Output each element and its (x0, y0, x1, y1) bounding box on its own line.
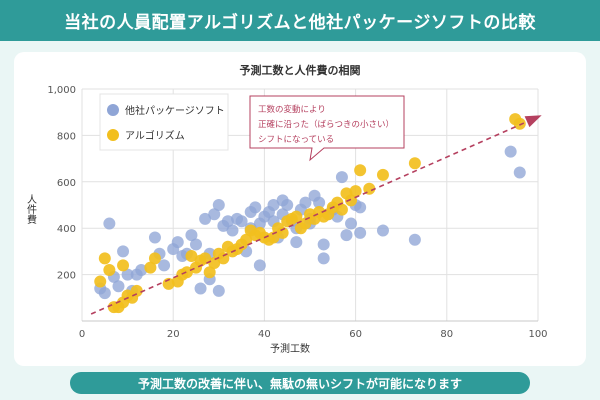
algorithm-point (345, 194, 358, 207)
competitor-point (345, 217, 358, 230)
x-tick-label: 100 (528, 329, 547, 340)
algorithm-point (335, 203, 348, 216)
competitor-point (354, 226, 367, 239)
competitor-point (313, 196, 326, 209)
competitor-point (408, 233, 421, 246)
scatter-chart: 予測工数と人件費の相関 人件費 予測工数 0 20 40 60 80 100 200 400 6… (25, 63, 548, 355)
algorithm-point (240, 233, 253, 246)
legend: 他社パッケージソフト アルゴリズム (99, 93, 229, 151)
trendline-group (90, 115, 542, 315)
legend-swatch-algorithm (107, 129, 119, 141)
algorithm-point (299, 217, 312, 230)
competitor-point (513, 166, 526, 179)
algorithm-point (203, 266, 216, 279)
legend-label-algorithm: アルゴリズム (125, 129, 185, 142)
annotation-line-1: 工数の変動により (258, 104, 326, 115)
competitor-point (194, 282, 207, 295)
competitor-point (171, 236, 184, 249)
competitor-point (317, 252, 330, 265)
algorithm-point (208, 257, 221, 269)
y-tick-label: 200 (57, 271, 76, 282)
x-tick-label: 80 (440, 329, 453, 340)
competitor-point (185, 229, 198, 242)
competitor-point (98, 287, 111, 300)
algorithm-point (349, 185, 362, 198)
algorithm-point (276, 226, 289, 239)
competitor-point (135, 263, 148, 276)
algorithm-point (513, 117, 526, 130)
competitor-point (235, 215, 248, 228)
competitor-point (290, 236, 303, 249)
y-axis-label: 人件費 (25, 194, 37, 225)
legend-label-competitor: 他社パッケージソフト (125, 104, 225, 117)
algorithm-point (144, 261, 157, 274)
competitor-point (267, 199, 280, 211)
competitor-point (335, 171, 348, 184)
x-tick-label: 40 (258, 329, 271, 340)
annotation-line-3: シフトになっている (258, 135, 334, 145)
competitor-point (212, 199, 225, 211)
algorithm-point (199, 252, 212, 265)
algorithm-point (267, 231, 280, 244)
algorithm-point (180, 266, 193, 279)
algorithm-point (290, 210, 303, 223)
y-tick-label: 600 (57, 178, 76, 189)
page-title-banner: 当社の人員配置アルゴリズムと他社パッケージソフトの比較 (0, 0, 600, 41)
competitor-point (376, 224, 389, 237)
competitor-point (117, 245, 130, 258)
footer-banner: 予測工数の改善に伴い、無駄の無いシフトが可能になります (70, 372, 530, 394)
competitor-point (317, 238, 330, 251)
competitor-point (190, 238, 202, 251)
competitor-point (112, 280, 125, 293)
algorithm-point (408, 157, 421, 170)
competitor-point (281, 199, 294, 211)
y-tick-label: 400 (57, 224, 76, 235)
axis-ticks: 0 20 40 60 80 100 200 400 600 800 1,000 (47, 85, 547, 340)
competitor-point (221, 215, 234, 228)
x-tick-label: 60 (349, 329, 362, 340)
x-tick-label: 20 (167, 329, 180, 340)
legend-swatch-competitor (107, 104, 119, 116)
x-tick-label: 0 (79, 329, 85, 340)
algorithm-point (103, 263, 116, 276)
annotation-line-2: 正確に沿った（ばらつきの小さい） (258, 119, 394, 130)
algorithm-point (130, 284, 143, 297)
algorithm-point (98, 252, 111, 265)
competitor-point (158, 259, 171, 272)
annotation: 工数の変動により 正確に沿った（ばらつきの小さい） シフトになっている (249, 95, 405, 162)
annotation-callout (249, 95, 405, 162)
competitor-point (121, 268, 134, 281)
competitor-point (148, 231, 161, 244)
algorithm-point (217, 252, 230, 265)
competitor-point (299, 196, 312, 209)
legend-box (99, 93, 229, 151)
chart-card: 予測工数と人件費の相関 人件費 予測工数 0 20 40 60 80 100 200 400 6… (14, 52, 586, 366)
competitor-point (504, 145, 517, 158)
algorithm-point (148, 252, 161, 265)
y-tick-label: 800 (57, 131, 76, 142)
page-title: 当社の人員配置アルゴリズムと他社パッケージソフトの比較 (64, 13, 536, 33)
footer-text: 予測工数の改善に伴い、無駄の無いシフトが可能になります (137, 376, 462, 391)
x-axis-label: 予測工数 (270, 342, 310, 355)
algorithm-point (354, 164, 367, 177)
competitor-point (226, 224, 239, 237)
algorithm-point (376, 168, 389, 181)
competitor-point (212, 284, 225, 297)
data-points (94, 113, 526, 314)
competitor-point (199, 212, 212, 225)
y-tick-label: 1,000 (47, 85, 76, 96)
competitor-point (340, 229, 353, 242)
competitor-point (208, 208, 221, 221)
trendline-arrowhead (524, 115, 542, 128)
competitor-point (249, 201, 262, 214)
algorithm-point (94, 275, 107, 288)
competitor-point (103, 217, 116, 230)
trendline (90, 116, 539, 315)
chart-title: 予測工数と人件費の相関 (240, 63, 361, 77)
algorithm-point (117, 259, 130, 272)
competitor-point (354, 201, 367, 214)
algorithm-point (185, 250, 198, 263)
competitor-point (253, 259, 266, 272)
